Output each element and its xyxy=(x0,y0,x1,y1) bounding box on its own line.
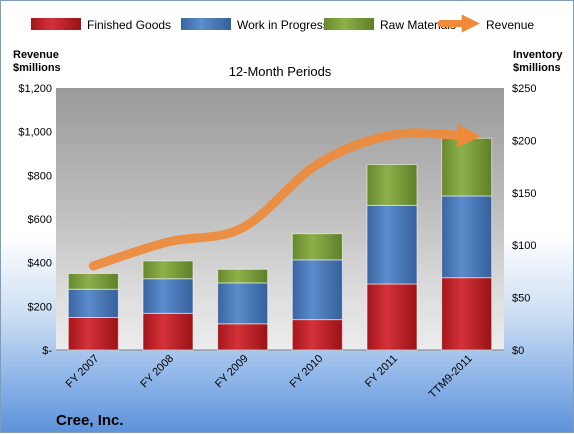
bar-raw-materials xyxy=(67,272,119,290)
left-tick-label: $200 xyxy=(28,301,52,313)
category-label: TTM9-2011 xyxy=(427,353,475,401)
chart-subtitle: 12-Month Periods xyxy=(229,64,332,79)
revenue-line-group xyxy=(88,124,481,271)
bar-finished-goods xyxy=(142,312,194,351)
right-tick-label: $100 xyxy=(512,240,536,252)
bar-finished-goods xyxy=(67,317,119,351)
revenue-line xyxy=(88,124,481,271)
legend-label-work-in-progress: Work in Progress xyxy=(237,18,329,32)
right-tick-label: $0 xyxy=(512,345,524,357)
left-tick-label: $400 xyxy=(28,258,52,270)
bar-work-in-progress xyxy=(291,259,343,321)
bar-work-in-progress xyxy=(67,288,119,319)
bar-finished-goods xyxy=(217,323,269,351)
left-axis-title-line2: $millions xyxy=(13,62,61,74)
category-label: FY 2009 xyxy=(213,353,251,391)
legend-label-revenue: Revenue xyxy=(486,18,534,32)
left-axis-ticks: $- $200 $400 $600 $800 $1,000 $1,200 xyxy=(18,83,52,357)
right-axis-ticks: $0 $50 $100 $150 $200 $250 xyxy=(512,83,536,357)
bar-work-in-progress xyxy=(217,282,269,325)
bar-raw-materials xyxy=(217,268,269,284)
bar-raw-materials xyxy=(142,260,194,280)
left-tick-label: $- xyxy=(42,345,52,357)
legend-swatch-raw-materials xyxy=(324,18,374,30)
left-tick-label: $800 xyxy=(28,170,52,182)
right-tick-label: $250 xyxy=(512,83,536,95)
category-labels: FY 2007 FY 2008 FY 2009 FY 2010 FY 2011 TTM9-… xyxy=(64,353,475,401)
left-tick-label: $1,200 xyxy=(18,83,52,95)
category-label: FY 2010 xyxy=(288,353,326,391)
bar-finished-goods xyxy=(441,277,493,351)
bar-raw-materials xyxy=(366,164,418,206)
plot-area xyxy=(56,88,504,350)
bar-finished-goods xyxy=(291,319,343,351)
right-axis-title-line2: $millions xyxy=(513,62,561,74)
company-name: Cree, Inc. xyxy=(56,412,124,429)
right-axis-title-line1: Inventory xyxy=(513,49,563,61)
category-label: FY 2011 xyxy=(363,353,400,390)
left-tick-label: $1,000 xyxy=(18,127,52,139)
bar-work-in-progress xyxy=(441,195,493,279)
right-tick-label: $50 xyxy=(512,293,530,305)
legend-swatch-work-in-progress xyxy=(181,18,231,30)
right-tick-label: $200 xyxy=(512,135,536,147)
category-label: FY 2008 xyxy=(138,353,176,391)
bar-raw-materials xyxy=(291,233,343,261)
legend-swatch-finished-goods xyxy=(31,18,81,30)
bar-work-in-progress xyxy=(366,204,418,285)
left-axis-title-line1: Revenue xyxy=(13,49,59,61)
category-label: FY 2007 xyxy=(64,353,102,391)
legend-label-finished-goods: Finished Goods xyxy=(87,18,171,32)
bar-finished-goods xyxy=(366,283,418,351)
bars xyxy=(67,137,493,351)
legend: Finished Goods Work in Progress Raw Mate… xyxy=(31,14,534,33)
left-tick-label: $600 xyxy=(28,214,52,226)
bar-raw-materials xyxy=(441,137,493,197)
right-tick-label: $150 xyxy=(512,188,536,200)
legend-label-raw-materials: Raw Materials xyxy=(380,18,456,32)
bar-work-in-progress xyxy=(142,278,194,314)
